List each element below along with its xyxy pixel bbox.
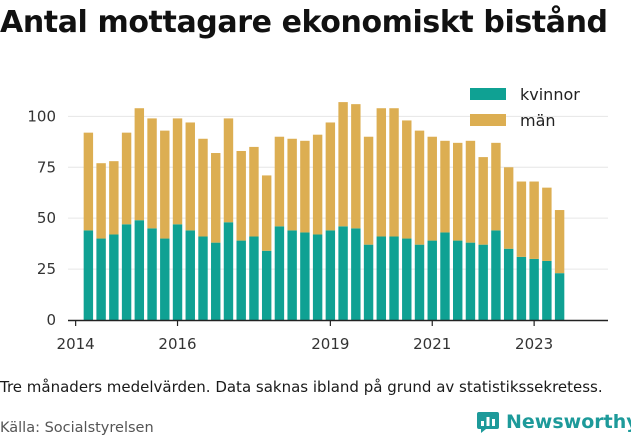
x-tick-label: 2019 bbox=[311, 335, 349, 353]
bar-man bbox=[554, 210, 565, 274]
newsworthy-logo-text: Newsworthy bbox=[506, 411, 631, 433]
bar-kvinnor bbox=[300, 232, 310, 320]
bar-man bbox=[351, 104, 361, 229]
bar-man bbox=[542, 187, 552, 261]
legend-label-man: män bbox=[520, 111, 556, 130]
y-tick-label: 25 bbox=[37, 260, 56, 278]
bar-man bbox=[491, 142, 501, 231]
bar-man bbox=[478, 157, 488, 245]
y-tick-label: 0 bbox=[46, 311, 56, 329]
bar-kvinnor bbox=[529, 258, 539, 320]
bar-kvinnor bbox=[516, 256, 527, 320]
bar-kvinnor bbox=[287, 230, 297, 320]
y-tick-label: 75 bbox=[37, 158, 56, 176]
bar-man bbox=[134, 108, 145, 221]
bar-kvinnor bbox=[465, 242, 476, 320]
bar-man bbox=[325, 122, 336, 231]
bar-man bbox=[312, 134, 323, 235]
bar-man bbox=[185, 122, 195, 231]
bar-man bbox=[274, 136, 285, 227]
bar-kvinnor bbox=[363, 244, 374, 320]
bar-kvinnor bbox=[491, 230, 501, 320]
bar-man bbox=[121, 132, 132, 225]
bar-kvinnor bbox=[83, 230, 94, 320]
bar-man bbox=[287, 138, 297, 231]
bar-kvinnor bbox=[389, 236, 399, 320]
y-tick-label: 50 bbox=[37, 209, 56, 227]
x-tick-label: 2016 bbox=[158, 335, 196, 353]
bar-man bbox=[414, 130, 425, 245]
bar-man bbox=[249, 146, 259, 237]
bar-man bbox=[516, 181, 527, 257]
legend-label-kvinnor: kvinnor bbox=[520, 85, 580, 104]
bar-kvinnor bbox=[261, 250, 272, 320]
bar-kvinnor bbox=[312, 234, 323, 320]
bar-kvinnor bbox=[160, 238, 170, 320]
bar-kvinnor bbox=[503, 248, 514, 320]
bar-man bbox=[236, 150, 246, 241]
bar-kvinnor bbox=[351, 228, 361, 320]
bar-kvinnor bbox=[109, 234, 119, 320]
bar-kvinnor bbox=[134, 220, 145, 320]
bar-man bbox=[300, 140, 310, 233]
bar-man bbox=[211, 153, 221, 243]
bar-man bbox=[109, 161, 119, 235]
bar-man bbox=[83, 132, 94, 231]
bar-kvinnor bbox=[223, 222, 234, 320]
bar-kvinnor bbox=[325, 230, 336, 320]
bar-kvinnor bbox=[440, 232, 450, 320]
bar-man bbox=[453, 142, 463, 241]
bar-kvinnor bbox=[402, 238, 412, 320]
y-tick-label: 100 bbox=[27, 107, 56, 125]
legend-swatch-man bbox=[470, 114, 506, 126]
bar-man bbox=[389, 108, 399, 237]
bar-kvinnor bbox=[453, 240, 463, 320]
legend-swatch-kvinnor bbox=[470, 88, 506, 100]
bar-kvinnor bbox=[414, 244, 425, 320]
bar-man bbox=[172, 118, 183, 225]
bar-kvinnor bbox=[427, 240, 437, 320]
bar-kvinnor bbox=[236, 240, 246, 320]
bar-man bbox=[261, 175, 272, 251]
chart-title: Antal mottagare ekonomiskt bistånd bbox=[0, 5, 608, 40]
bar-man bbox=[160, 130, 170, 239]
bar-man bbox=[402, 120, 412, 239]
bar-kvinnor bbox=[554, 273, 565, 320]
bar-man bbox=[96, 163, 106, 239]
bar-kvinnor bbox=[376, 236, 387, 320]
bar-man bbox=[427, 136, 437, 241]
bar-kvinnor bbox=[147, 228, 157, 320]
bar-kvinnor bbox=[172, 224, 183, 320]
bar-man bbox=[440, 140, 450, 233]
bar-kvinnor bbox=[542, 260, 552, 320]
bar-man bbox=[465, 140, 476, 243]
bar-kvinnor bbox=[274, 226, 285, 320]
bar-kvinnor bbox=[478, 244, 488, 320]
bar-man bbox=[198, 138, 208, 237]
bar-man bbox=[363, 136, 374, 245]
bar-man bbox=[338, 102, 348, 227]
bar-man bbox=[503, 167, 514, 249]
newsworthy-logo-icon bbox=[477, 412, 499, 433]
bar-kvinnor bbox=[96, 238, 106, 320]
chart-note: Tre månaders medelvärden. Data saknas ib… bbox=[0, 378, 603, 396]
bar-kvinnor bbox=[211, 242, 221, 320]
bar-kvinnor bbox=[185, 230, 195, 320]
bar-kvinnor bbox=[338, 226, 348, 320]
bar-man bbox=[147, 118, 157, 229]
bar-kvinnor bbox=[121, 224, 132, 320]
newsworthy-logo[interactable]: Newsworthy bbox=[476, 407, 631, 437]
bar-man bbox=[223, 118, 234, 223]
bar-man bbox=[376, 108, 387, 237]
bar-man bbox=[529, 181, 539, 259]
x-tick-label: 2021 bbox=[413, 335, 451, 353]
x-tick-label: 2014 bbox=[57, 335, 95, 353]
x-tick-label: 2023 bbox=[515, 335, 553, 353]
source-text: Källa: Socialstyrelsen bbox=[0, 420, 154, 436]
bar-kvinnor bbox=[198, 236, 208, 320]
bar-kvinnor bbox=[249, 236, 259, 320]
